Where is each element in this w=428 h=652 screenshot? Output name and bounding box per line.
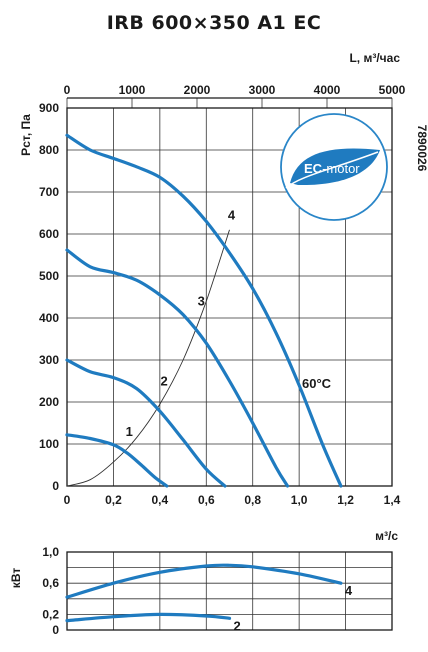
logo-text-rest: -motor [322,161,360,176]
x-tick-label: 0,4 [152,493,169,507]
svg-text:EC-motor: EC-motor [304,161,360,176]
y-tick-label: 100 [39,437,59,451]
x-top-tick-label: 2000 [184,83,211,97]
y-tick-label: 400 [39,311,59,325]
power-curve-label-4: 4 [345,583,353,598]
plot-frame [66,107,393,487]
y-tick-label: 0 [52,479,59,493]
x-tick-label: 0,6 [198,493,215,507]
x-tick-label: 1,0 [291,493,308,507]
power-curve-2 [65,612,232,623]
power-y-tick-label: 0 [52,623,59,637]
x-tick-label: 0,2 [105,493,122,507]
fan-curve-3 [65,248,290,488]
y-tick-label: 600 [39,227,59,241]
power-curve-4 [65,563,343,599]
x-tick-label: 0 [64,493,71,507]
power-y-axis-label: кВт [9,568,23,589]
system-curve [66,229,230,487]
power-y-tick-label: 1,0 [42,545,59,559]
fan-curve-2 [65,358,227,488]
power-plot-frame [66,551,393,631]
fan-curve-1 [65,433,169,488]
power-curve-label-2: 2 [234,618,241,633]
power-y-tick-label: 0,2 [42,607,59,621]
main-curves: 1 2 3 4 [65,133,343,488]
x-top-tick-label: 3000 [249,83,276,97]
ec-motor-logo: EC-motor [280,113,388,221]
y-tick-label: 900 [39,101,59,115]
temperature-label: 60°C [302,376,332,391]
main-tick-labels: 0 0,2 0,4 0,6 0,8 1,0 1,2 1,4 0 100 200 300 400 500 60… [39,83,406,507]
y-tick-label: 700 [39,185,59,199]
power-grid [66,551,393,631]
y-tick-label: 300 [39,353,59,367]
logo-text-bold: EC [304,161,323,176]
x-top-tick-label: 4000 [314,83,341,97]
x-tick-label: 1,2 [337,493,354,507]
curve-label-3: 3 [198,294,205,309]
x-tick-label: 0,8 [244,493,261,507]
chart-title: IRB 600×350 A1 EC [106,12,322,34]
x-tick-label: 1,4 [384,493,401,507]
y-tick-label: 800 [39,143,59,157]
y-tick-label: 500 [39,269,59,283]
power-y-tick-label: 0,6 [42,576,59,590]
fan-curve-4 [65,133,343,488]
x-top-tick-label: 1000 [119,83,146,97]
y-axis-label: Pст, Па [19,114,33,156]
y-tick-label: 200 [39,395,59,409]
x-axis-bottom-label: м³/с [375,529,398,543]
x-top-tick-label: 0 [64,83,71,97]
curve-label-2: 2 [161,373,168,388]
x-top-tick-label: 5000 [379,83,406,97]
curve-label-4: 4 [228,208,236,223]
catalog-code: 7890026 [415,125,428,172]
power-tick-labels: 0 0,2 0,6 1,0 [42,545,59,637]
curve-label-1: 1 [126,424,133,439]
x-axis-top-label: L, м³/час [349,51,400,65]
power-curves: 42 [65,563,353,633]
